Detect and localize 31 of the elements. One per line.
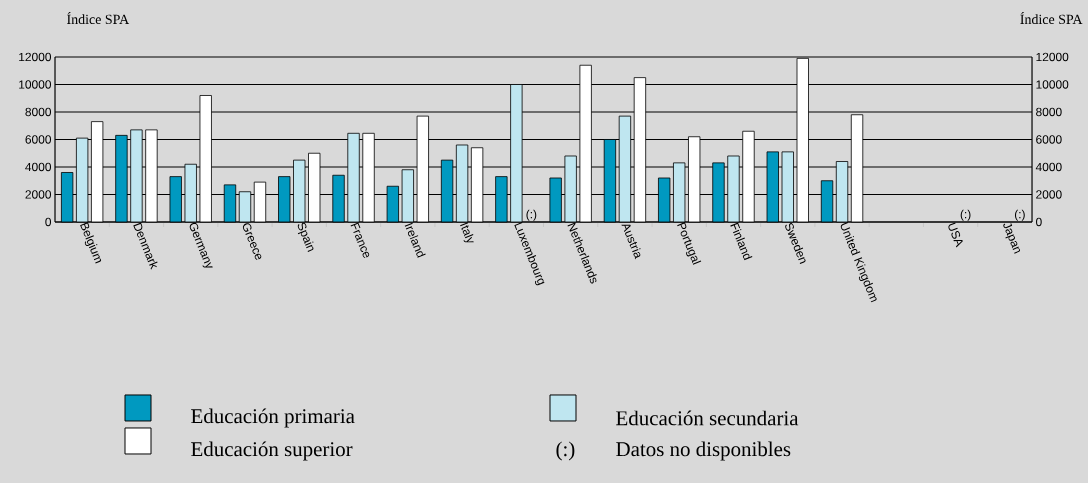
x-tick-label: Greece	[242, 223, 262, 260]
legend-label: Educación primaria	[191, 408, 355, 428]
y-tick-label: 4000	[25, 162, 52, 172]
x-tick-label: Japan	[1003, 223, 1021, 254]
y-tick-label: 0	[45, 217, 52, 227]
y-tick-label: 6000	[25, 135, 52, 144]
text: (:)	[960, 209, 971, 221]
y-tick-label: 8000	[25, 107, 52, 117]
y2-tick-label: 6000	[1036, 135, 1062, 144]
y-axis-title: Índice SPA	[67, 11, 130, 25]
y2-tick-label: 12000	[1036, 52, 1069, 62]
text: (:)	[556, 441, 575, 461]
y-tick-label: 10000	[19, 80, 52, 89]
y2-tick-label: 4000	[1035, 162, 1062, 172]
y-tick-label: 2000	[25, 190, 52, 199]
legend-label: Educación secundaria	[616, 410, 799, 426]
x-tick-label: France	[350, 222, 370, 258]
y2-axis-title: Índice SPA	[1020, 11, 1083, 25]
x-tick-label: USA	[948, 222, 963, 248]
text: Datos no disponibles	[616, 441, 791, 461]
y2-tick-label: 2000	[1036, 190, 1062, 199]
text: (:)	[1014, 209, 1025, 221]
y2-tick-label: 8000	[1036, 107, 1062, 117]
x-tick-label: Spain	[297, 222, 314, 252]
y2-tick-label: 0	[1036, 217, 1042, 227]
x-tick-label: Italy	[460, 222, 474, 243]
legend-label: Educación superior	[191, 441, 353, 461]
x-tick-label: Austria	[621, 224, 641, 260]
y2-tick-label: 10000	[1036, 80, 1069, 89]
text: (:)	[526, 209, 537, 221]
y-tick-label: 12000	[19, 52, 52, 62]
